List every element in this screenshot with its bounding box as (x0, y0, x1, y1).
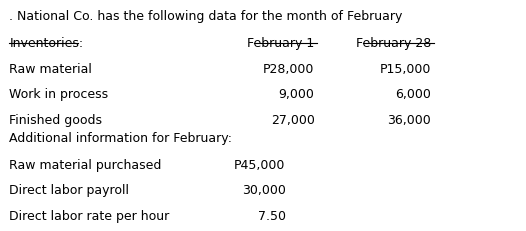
Text: Additional information for February:: Additional information for February: (9, 132, 232, 145)
Text: 6,000: 6,000 (396, 88, 431, 101)
Text: P28,000: P28,000 (263, 62, 315, 75)
Text: 9,000: 9,000 (279, 88, 315, 101)
Text: 30,000: 30,000 (242, 184, 286, 197)
Text: 27,000: 27,000 (271, 113, 315, 126)
Text: February 28: February 28 (356, 37, 431, 50)
Text: February 1: February 1 (247, 37, 315, 50)
Text: 7.50: 7.50 (258, 209, 286, 222)
Text: Direct labor rate per hour: Direct labor rate per hour (9, 209, 170, 222)
Text: Raw material: Raw material (9, 62, 93, 75)
Text: 36,000: 36,000 (388, 113, 431, 126)
Text: P15,000: P15,000 (380, 62, 431, 75)
Text: Inventories:: Inventories: (9, 37, 84, 50)
Text: Direct labor payroll: Direct labor payroll (9, 184, 129, 197)
Text: Raw material purchased: Raw material purchased (9, 158, 162, 171)
Text: Finished goods: Finished goods (9, 113, 103, 126)
Text: Work in process: Work in process (9, 88, 108, 101)
Text: P45,000: P45,000 (234, 158, 286, 171)
Text: . National Co. has the following data for the month of February: . National Co. has the following data fo… (9, 10, 403, 23)
